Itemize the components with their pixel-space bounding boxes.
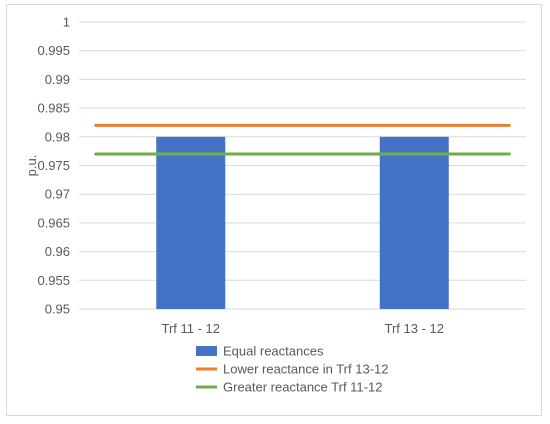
y-tick-label: 0.98 (45, 129, 70, 144)
y-tick-label: 0.965 (37, 215, 70, 230)
legend-swatch (196, 346, 217, 356)
y-tick-label: 0.995 (37, 43, 70, 58)
y-tick-label: 0.985 (37, 101, 70, 116)
y-tick-label: 0.96 (45, 244, 70, 259)
y-tick-label: 0.99 (45, 72, 70, 87)
legend-label: Equal reactances (223, 344, 324, 359)
bar (156, 136, 226, 309)
legend-label: Lower reactance in Trf 13-12 (223, 362, 388, 377)
y-tick-label: 0.955 (37, 273, 70, 288)
x-tick-label: Trf 13 - 12 (385, 321, 444, 336)
legend-label: Greater reactance Trf 11-12 (223, 380, 382, 395)
chart-frame (6, 4, 542, 416)
x-tick-label: Trf 11 - 12 (161, 321, 220, 336)
y-axis-title: p.u. (24, 155, 39, 177)
y-tick-label: 1 (63, 15, 70, 30)
y-tick-label: 0.97 (45, 187, 70, 202)
y-tick-label: 0.95 (45, 302, 70, 317)
y-tick-label: 0.975 (37, 158, 70, 173)
bar (379, 136, 449, 309)
